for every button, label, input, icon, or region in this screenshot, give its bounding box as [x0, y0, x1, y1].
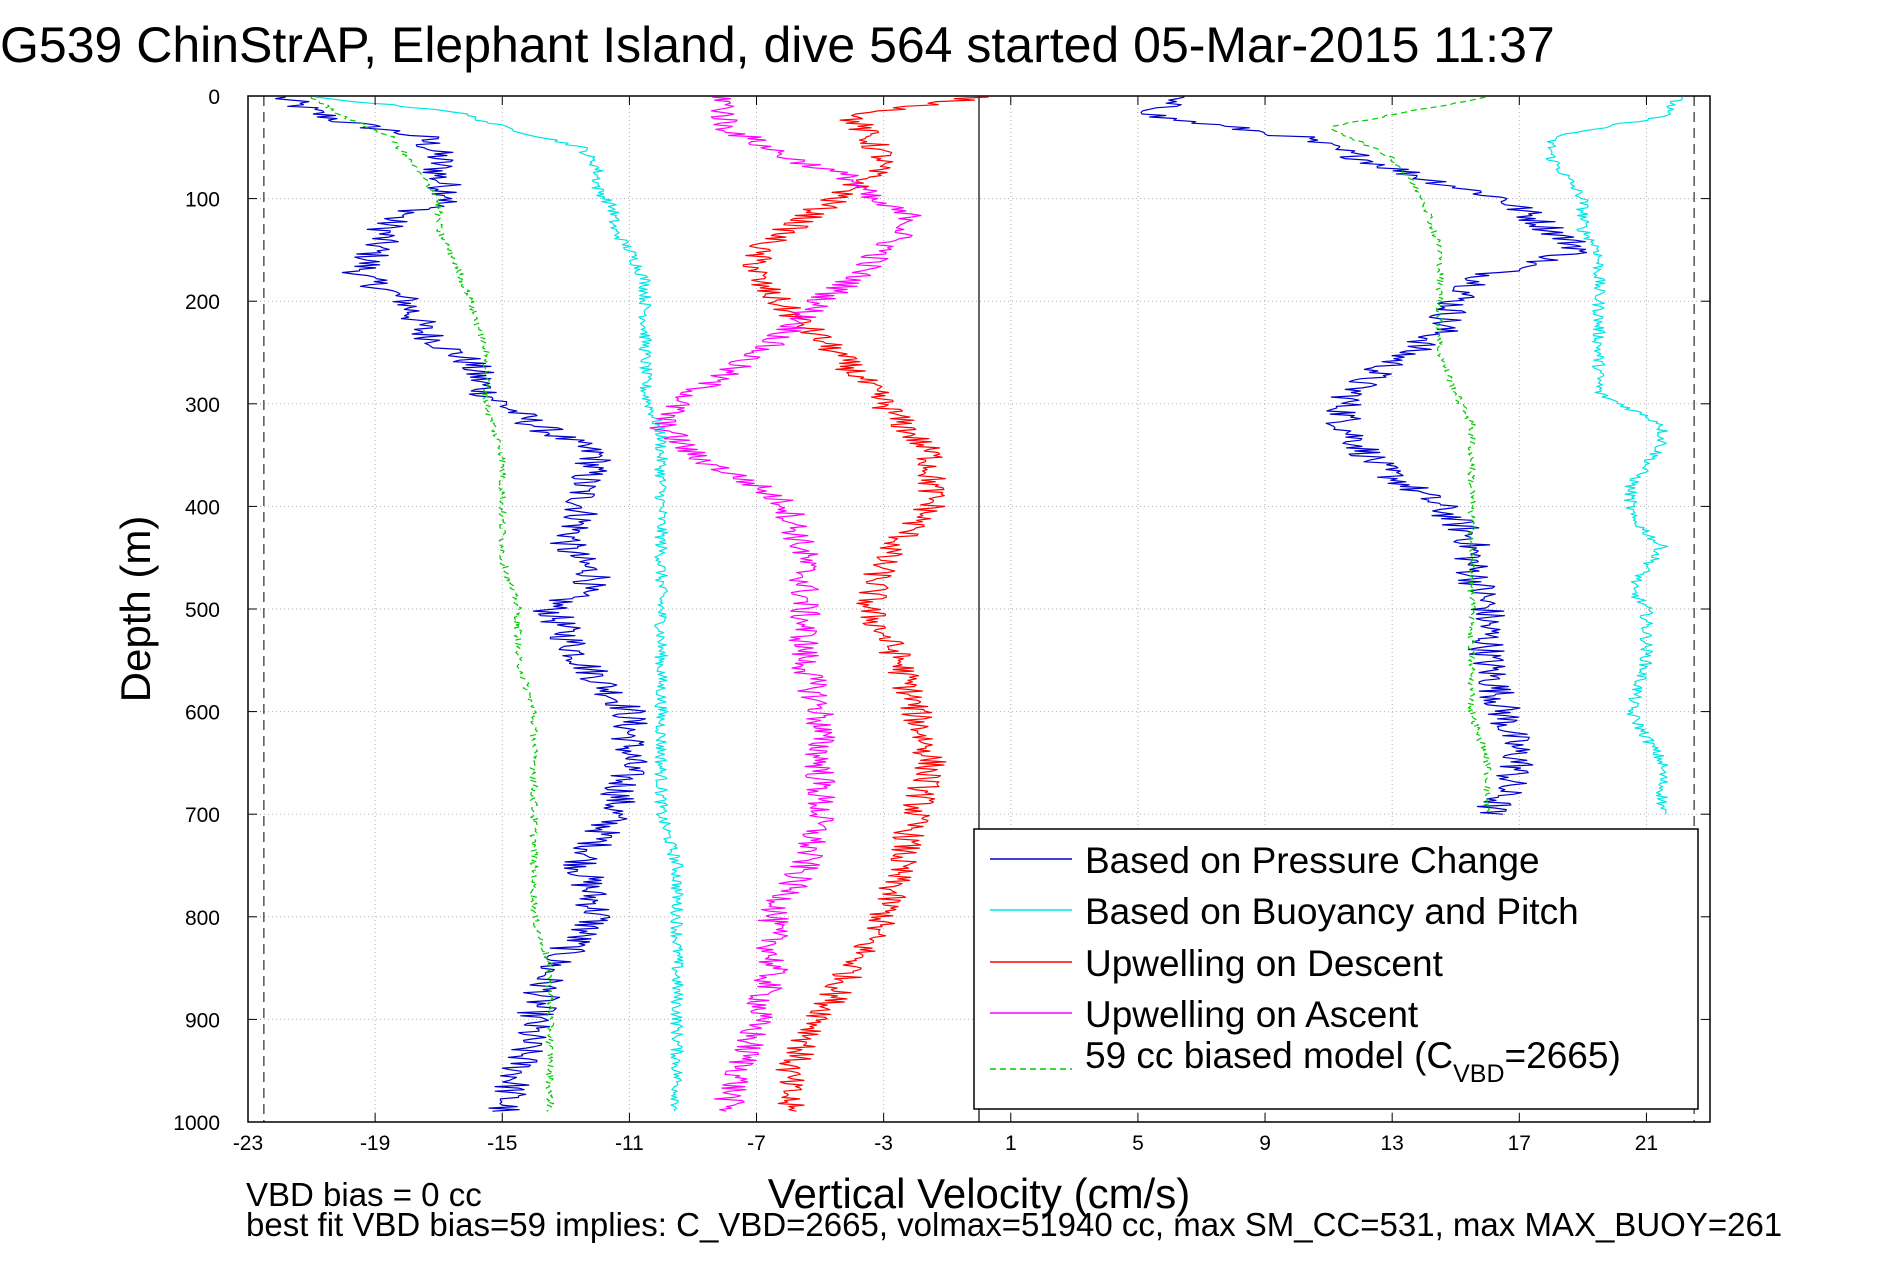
series-line-model [310, 96, 555, 1112]
legend-label-descent: Upwelling on Descent [1085, 943, 1444, 984]
y-tick-label: 400 [185, 496, 220, 519]
legend-model-subscript: VBD [1453, 1060, 1504, 1088]
x-axis-label: Vertical Velocity (cm/s) [768, 1170, 1190, 1217]
series-line-ascent [649, 96, 922, 1112]
y-tick-label: 900 [185, 1009, 220, 1032]
legend-label-ascent: Upwelling on Ascent [1085, 994, 1419, 1035]
x-tick-label: -15 [487, 1132, 517, 1155]
y-axis-label: Depth (m) [112, 516, 159, 703]
grid-lines [248, 96, 1710, 1122]
x-tick-label: 17 [1508, 1132, 1531, 1155]
x-tick-label: -7 [747, 1132, 766, 1155]
legend-model-prefix: 59 cc biased model (C [1085, 1035, 1453, 1076]
x-ticks: -23 -19 -15 -11 -7 -3 1 5 9 13 17 21 [233, 96, 1658, 1155]
y-tick-label: 800 [185, 907, 220, 930]
y-tick-label: 1000 [173, 1112, 220, 1135]
y-tick-label: 100 [185, 189, 220, 212]
x-tick-label: -11 [615, 1132, 644, 1155]
series-line-model [1331, 96, 1492, 815]
legend-box [973, 828, 1699, 1110]
legend: Based on Pressure Change Based on Buoyan… [973, 828, 1699, 1110]
y-tick-label: 500 [185, 599, 220, 622]
chart-title: G539 ChinStrAP, Elephant Island, dive 56… [0, 17, 1555, 73]
x-tick-label: -3 [874, 1132, 893, 1155]
x-tick-label: 21 [1635, 1132, 1658, 1155]
series-layer [275, 96, 1684, 1112]
x-tick-label: 9 [1259, 1132, 1271, 1155]
legend-label-model: 59 cc biased model (CVBD=2665) [1085, 1035, 1621, 1088]
x-tick-label: -19 [360, 1132, 390, 1155]
legend-label-pressure: Based on Pressure Change [1085, 840, 1540, 881]
y-tick-label: 300 [185, 394, 220, 417]
x-tick-label: 5 [1132, 1132, 1144, 1155]
y-tick-label: 700 [185, 804, 220, 827]
y-tick-label: 200 [185, 291, 220, 314]
series-line-buoyancy [1545, 96, 1684, 815]
note-vbd-bias: VBD bias = 0 cc [246, 1176, 482, 1213]
x-tick-label: 1 [1005, 1132, 1017, 1155]
x-tick-label: -23 [233, 1132, 263, 1155]
series-line-pressure [275, 96, 648, 1112]
series-line-pressure [1140, 96, 1588, 815]
series-line-descent [742, 96, 989, 1112]
series-line-buoyancy [315, 96, 684, 1112]
note-best-fit: best fit VBD bias=59 implies: C_VBD=2665… [246, 1206, 1782, 1243]
legend-label-buoyancy: Based on Buoyancy and Pitch [1085, 891, 1579, 932]
y-tick-label: 0 [208, 86, 220, 109]
y-ticks: 0 100 200 300 400 500 600 700 800 900 1000 [173, 86, 1710, 1135]
legend-model-suffix: =2665) [1505, 1035, 1621, 1076]
y-tick-label: 600 [185, 702, 220, 725]
x-tick-label: 13 [1380, 1132, 1403, 1155]
